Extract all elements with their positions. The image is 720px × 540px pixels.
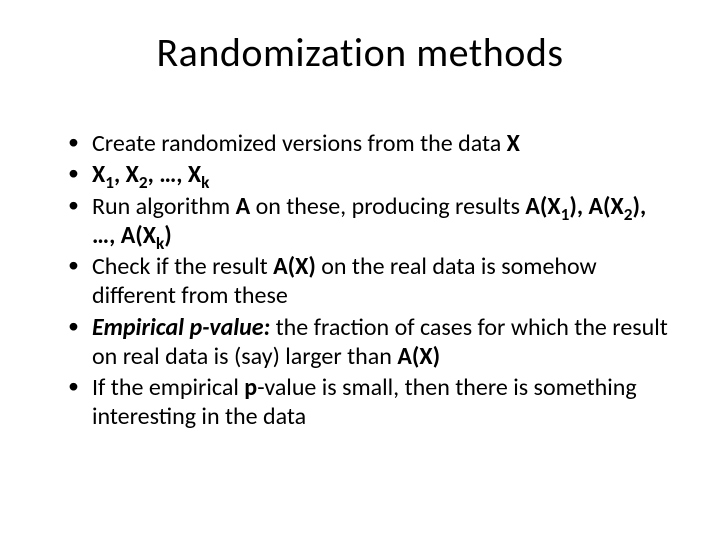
bullet-item: Empirical p-value: the fraction of cases… bbox=[74, 313, 672, 372]
bullet-item: Check if the result A(X) on the real dat… bbox=[74, 252, 672, 311]
bullet-item: Run algorithm A on these, producing resu… bbox=[74, 192, 672, 251]
slide-title: Randomization methods bbox=[48, 28, 672, 77]
bullet-item: X1, X2, …, Xk bbox=[74, 160, 672, 189]
bullet-item: Create randomized versions from the data… bbox=[74, 129, 672, 158]
bullet-list: Create randomized versions from the data… bbox=[48, 129, 672, 432]
bullet-item: If the empirical p-value is small, then … bbox=[74, 373, 672, 432]
